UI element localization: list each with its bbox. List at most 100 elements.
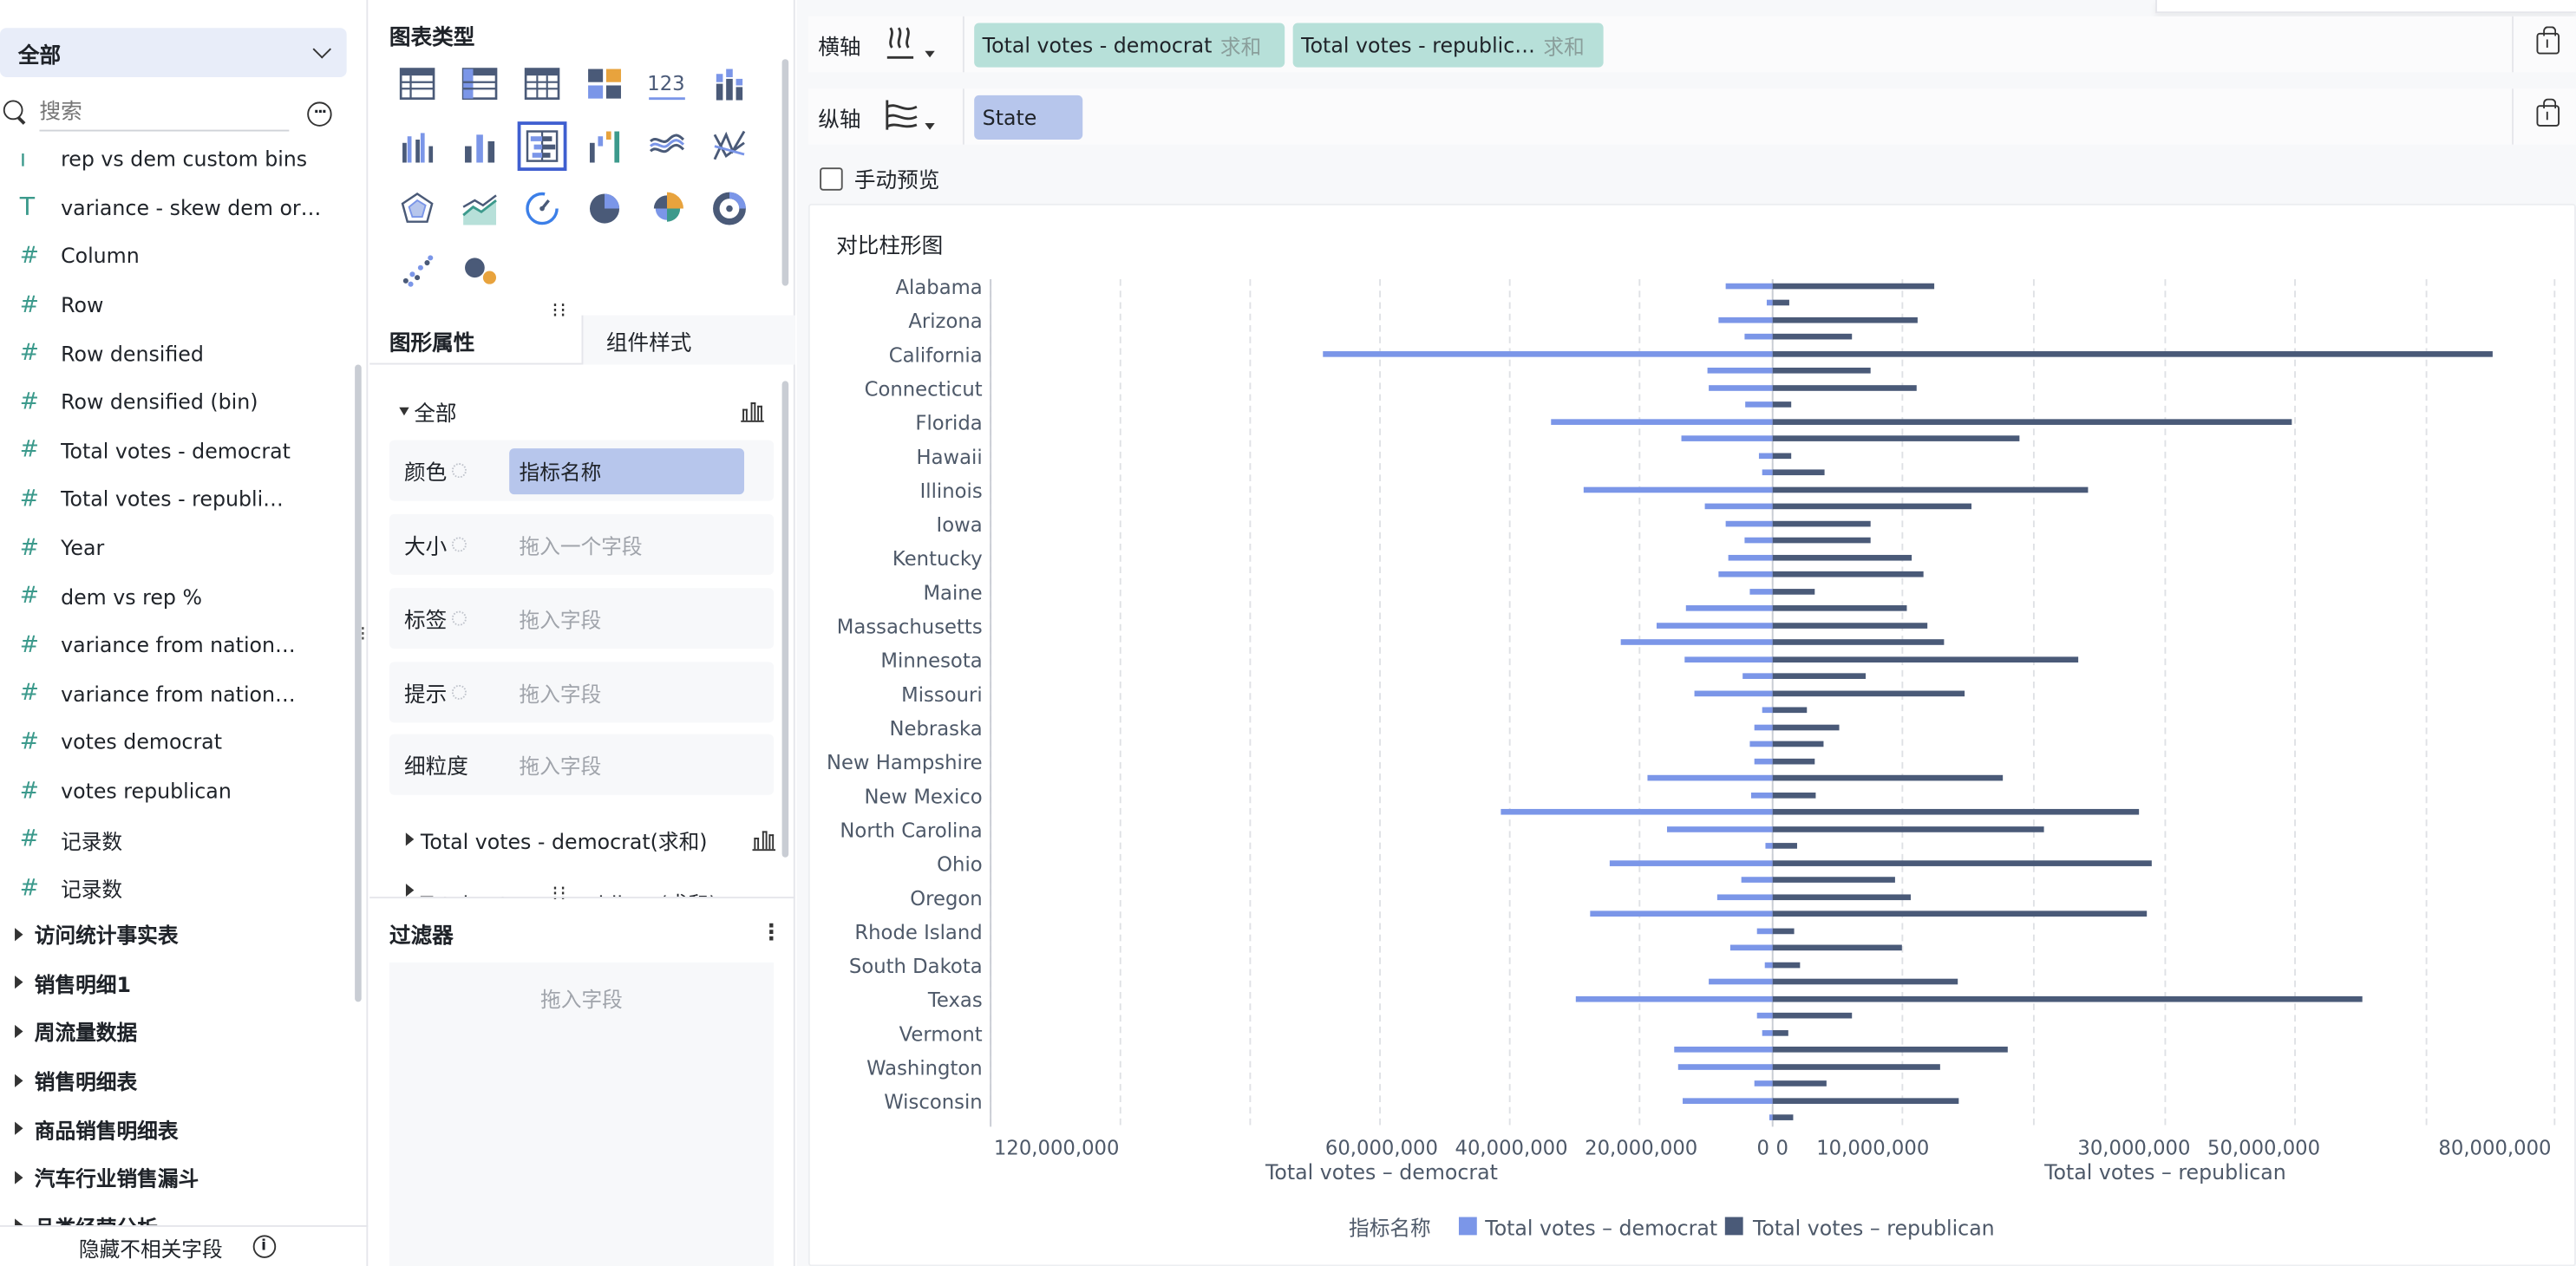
table-icon[interactable] — [386, 53, 448, 115]
x-pill-democrat[interactable]: Total votes - democrat 求和 — [974, 22, 1285, 67]
hide-irrelevant-fields[interactable]: 隐藏不相关字段 i — [0, 1224, 369, 1266]
line-icon[interactable] — [636, 115, 698, 178]
donut-icon[interactable] — [698, 178, 761, 240]
tab-graph-props[interactable]: 图形属性 — [389, 330, 475, 356]
grouped-bar-icon[interactable] — [386, 115, 448, 178]
search-input[interactable] — [39, 95, 290, 132]
left-scrollbar[interactable] — [355, 364, 362, 1002]
field-item[interactable]: # votes democrat — [0, 718, 349, 767]
bar-democrat — [1704, 503, 1773, 510]
split-drag-handle[interactable]: ⁝⁝ — [552, 298, 568, 323]
prop-row[interactable]: 颜色 指标名称 — [389, 440, 775, 501]
state-tick-label: Arizona — [908, 310, 982, 333]
field-item[interactable]: # Total votes - republi… — [0, 475, 349, 524]
waterfall-icon[interactable] — [573, 115, 636, 178]
bar-democrat — [1762, 1030, 1773, 1036]
area-icon[interactable] — [448, 178, 511, 240]
settings-icon[interactable] — [451, 537, 467, 552]
scatter-icon[interactable] — [386, 240, 448, 303]
x-pill-republican[interactable]: Total votes - republic… 求和 — [1292, 22, 1604, 67]
field-item[interactable]: # Row densified (bin) — [0, 378, 349, 427]
panel-resize-handle[interactable]: ⁝ — [359, 622, 368, 646]
column-icon[interactable] — [448, 115, 511, 178]
radar-icon[interactable] — [386, 178, 448, 240]
field-item[interactable]: # dem vs rep % — [0, 572, 349, 621]
settings-icon[interactable] — [451, 684, 467, 700]
field-item[interactable]: # Row densified — [0, 330, 349, 378]
manual-preview[interactable]: 手动预览 — [820, 163, 939, 194]
bubble-icon[interactable] — [448, 240, 511, 303]
field-item[interactable]: # Total votes - democrat — [0, 427, 349, 475]
settings-icon[interactable] — [451, 610, 467, 626]
prop-row[interactable]: 细粒度 拖入字段 — [389, 734, 775, 795]
measure-icon: # — [19, 583, 39, 610]
field-item[interactable]: # 记录数 — [0, 815, 349, 864]
field-item[interactable]: ı rep vs dem custom bins — [0, 134, 349, 183]
bar-chart-icon[interactable] — [741, 400, 764, 421]
props-scrollbar[interactable] — [781, 381, 789, 858]
field-item[interactable]: # votes republican — [0, 767, 349, 815]
tab-component-style[interactable]: 组件样式 — [581, 315, 795, 365]
bar-republican — [1772, 623, 1928, 629]
folder-item[interactable]: 汽车行业销售漏斗 — [0, 1153, 349, 1202]
number-123-icon[interactable]: 123 — [636, 53, 698, 115]
prop-drop-placeholder[interactable]: 拖入字段 — [519, 754, 602, 779]
prop-drop-placeholder[interactable]: 拖入一个字段 — [519, 533, 643, 558]
bar-republican — [1772, 1046, 2008, 1053]
divider — [369, 897, 795, 899]
cross-table-icon[interactable] — [448, 53, 511, 115]
settings-icon[interactable] — [451, 463, 467, 479]
folder-item[interactable]: 品类经营分析 — [0, 1202, 349, 1225]
folder-item[interactable]: 销售明细1 — [0, 958, 349, 1007]
lock-icon[interactable] — [2536, 26, 2560, 55]
gauge-icon[interactable] — [511, 178, 573, 240]
prop-row[interactable]: 标签 拖入字段 — [389, 588, 775, 649]
field-item[interactable]: # Column — [0, 232, 349, 280]
y-axis-type-button[interactable] — [871, 88, 963, 144]
folder-item[interactable]: 访问统计事实表 — [0, 910, 349, 958]
folder-item[interactable]: 周流量数据 — [0, 1007, 349, 1055]
dataset-select[interactable]: 全部 — [0, 28, 347, 78]
all-props-row[interactable]: 全部 — [399, 395, 764, 427]
state-tick-label: Maine — [923, 582, 982, 604]
caret-right-icon — [405, 884, 415, 897]
chart-types-scrollbar[interactable] — [781, 59, 789, 286]
rose-pie-icon[interactable] — [636, 178, 698, 240]
detail-table-icon[interactable] — [511, 53, 573, 115]
folder-item[interactable]: 商品销售明细表 — [0, 1105, 349, 1153]
prop-drop-placeholder[interactable]: 拖入字段 — [519, 607, 602, 633]
bar-republican — [1772, 910, 2148, 917]
filter-drop-zone[interactable]: 拖入字段 — [389, 962, 775, 1266]
folder-label: 商品销售明细表 — [34, 1118, 179, 1143]
folder-item[interactable]: 销售明细表 — [0, 1055, 349, 1104]
stacked-bar-icon[interactable] — [698, 53, 761, 115]
field-item[interactable]: # variance from nation… — [0, 621, 349, 669]
pie-icon[interactable] — [573, 178, 636, 240]
bar-democrat — [1685, 605, 1773, 611]
x-tick-label: 120,000,000 — [994, 1138, 1120, 1160]
prop-row[interactable]: 大小 拖入一个字段 — [389, 513, 775, 575]
comparison-bar-icon[interactable] — [511, 115, 573, 178]
kpi-card-icon[interactable] — [573, 53, 636, 115]
x-axis-type-button[interactable] — [871, 16, 963, 72]
field-item[interactable]: # 记录数 — [0, 864, 349, 912]
multi-line-icon[interactable] — [698, 115, 761, 178]
bar-chart-icon[interactable] — [752, 829, 776, 851]
y-pill-state[interactable]: State — [974, 94, 1083, 140]
field-item[interactable]: # variance from nation… — [0, 669, 349, 718]
more-icon[interactable]: ··· — [307, 101, 332, 126]
lock-icon[interactable] — [2536, 98, 2560, 127]
prop-field-chip[interactable]: 指标名称 — [509, 447, 745, 494]
manual-preview-checkbox[interactable] — [820, 166, 843, 190]
more-vertical-icon[interactable]: · · · — [767, 914, 776, 952]
measure-row-democrat[interactable]: Total votes - democrat(求和) — [405, 821, 776, 858]
caret-right-icon — [15, 1024, 23, 1039]
chevron-down-icon — [312, 40, 331, 59]
measure-row-republican[interactable]: Total votes - republican(求和) — [405, 884, 775, 897]
field-item[interactable]: # Year — [0, 524, 349, 572]
prop-row[interactable]: 提示 拖入字段 — [389, 662, 775, 723]
info-icon[interactable]: i — [252, 1235, 276, 1258]
field-item[interactable]: # Row — [0, 280, 349, 329]
prop-drop-placeholder[interactable]: 拖入字段 — [519, 682, 602, 707]
